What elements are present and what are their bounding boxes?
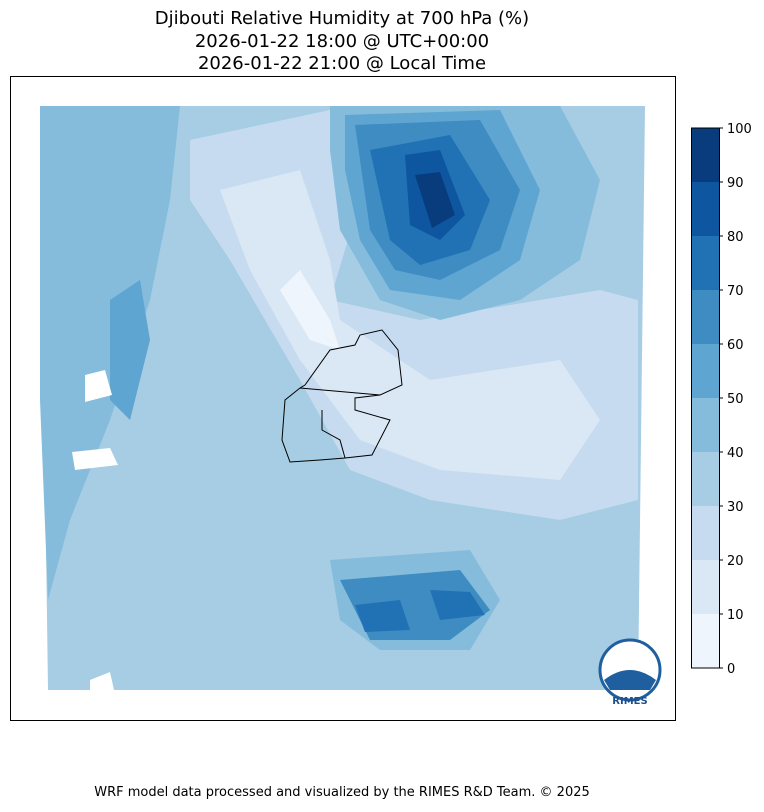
title-line: 2026-01-22 18:00 @ UTC+00:00 — [195, 31, 489, 52]
colorbar-tick-label: 90 — [727, 176, 744, 191]
colorbar-tick-label: 70 — [727, 284, 744, 299]
colorbar-segment — [691, 128, 719, 182]
colorbar-segment — [691, 236, 719, 290]
colorbar-segment — [691, 506, 719, 560]
title-line: Djibouti Relative Humidity at 700 hPa (%… — [155, 8, 529, 29]
colorbar-tick-label: 10 — [727, 608, 744, 623]
colorbar-tick-label: 50 — [727, 392, 744, 407]
colorbar-tick-label: 30 — [727, 500, 744, 515]
titles: Djibouti Relative Humidity at 700 hPa (%… — [155, 8, 529, 74]
title-line: 2026-01-22 21:00 @ Local Time — [198, 53, 486, 74]
colorbar-tick-label: 40 — [727, 446, 744, 461]
colorbar-tick-label: 20 — [727, 554, 744, 569]
colorbar-tick-label: 60 — [727, 338, 744, 353]
colorbar-segment — [691, 344, 719, 398]
logo-text: RIMES — [612, 696, 647, 707]
colorbar-segment — [691, 182, 719, 236]
logo: RIMES — [598, 638, 662, 707]
colorbar: 0 10 20 30 40 50 60 70 80 90 100 — [691, 122, 752, 677]
colorbar-segment — [691, 614, 719, 668]
humidity-field — [40, 106, 645, 690]
colorbar-tick-label: 80 — [727, 230, 744, 245]
colorbar-segment — [691, 290, 719, 344]
country-borders — [281, 329, 403, 463]
colorbar-tick-label: 0 — [727, 662, 735, 677]
colorbar-segment — [691, 398, 719, 452]
colorbar-segment — [691, 452, 719, 506]
colorbar-tick-label: 100 — [727, 122, 752, 137]
footer: WRF model data processed and visualized … — [94, 785, 590, 800]
colorbar-segment — [691, 560, 719, 614]
